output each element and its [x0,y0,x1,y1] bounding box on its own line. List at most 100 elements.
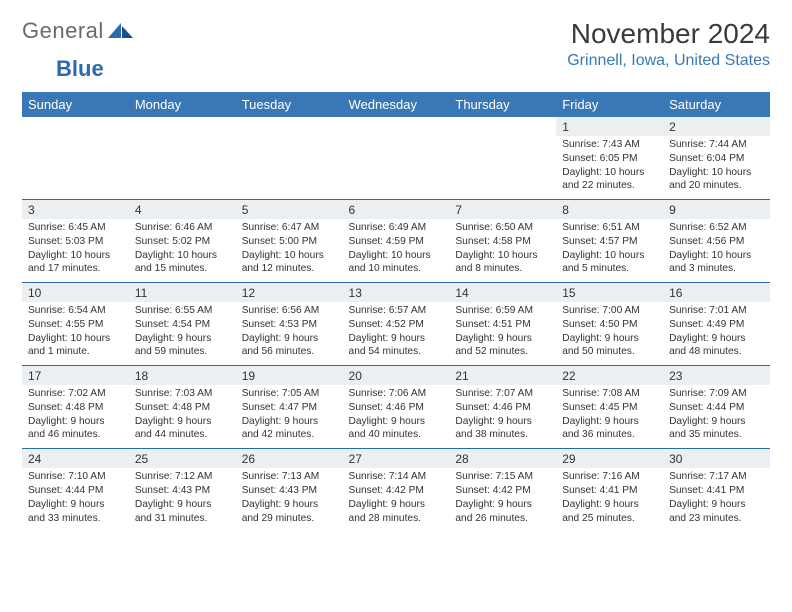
day1-text: Daylight: 10 hours [562,249,657,263]
day1-text: Daylight: 9 hours [242,415,337,429]
day2-text: and 22 minutes. [562,179,657,193]
day-content-cell: Sunrise: 7:08 AMSunset: 4:45 PMDaylight:… [556,385,663,449]
sunrise-text: Sunrise: 7:09 AM [669,387,764,401]
sunrise-text: Sunrise: 7:06 AM [349,387,444,401]
sunrise-text: Sunrise: 7:10 AM [28,470,123,484]
day2-text: and 1 minute. [28,345,123,359]
sunrise-text: Sunrise: 7:03 AM [135,387,230,401]
day-content-cell: Sunrise: 6:57 AMSunset: 4:52 PMDaylight:… [343,302,450,366]
sunrise-text: Sunrise: 6:47 AM [242,221,337,235]
sunrise-text: Sunrise: 6:57 AM [349,304,444,318]
day1-text: Daylight: 9 hours [28,415,123,429]
day1-text: Daylight: 9 hours [455,415,550,429]
day-number-cell: 30 [663,449,770,469]
day2-text: and 25 minutes. [562,512,657,526]
day-number-cell: 5 [236,200,343,220]
day-content-cell [236,136,343,200]
day-content-cell [343,136,450,200]
day2-text: and 40 minutes. [349,428,444,442]
day-content-cell: Sunrise: 7:03 AMSunset: 4:48 PMDaylight:… [129,385,236,449]
sunset-text: Sunset: 4:42 PM [349,484,444,498]
sunset-text: Sunset: 4:44 PM [28,484,123,498]
day-number-row: 10111213141516 [22,283,770,303]
calendar-body: 12 Sunrise: 7:43 AMSunset: 6:05 PMDayligh… [22,117,770,531]
day-content-cell: Sunrise: 7:16 AMSunset: 4:41 PMDaylight:… [556,468,663,531]
sunset-text: Sunset: 4:50 PM [562,318,657,332]
day1-text: Daylight: 9 hours [455,332,550,346]
day-number-cell: 21 [449,366,556,386]
day-number-cell: 4 [129,200,236,220]
sunrise-text: Sunrise: 7:07 AM [455,387,550,401]
day-number-cell: 26 [236,449,343,469]
day-content-cell: Sunrise: 6:54 AMSunset: 4:55 PMDaylight:… [22,302,129,366]
sunrise-text: Sunrise: 7:05 AM [242,387,337,401]
day2-text: and 36 minutes. [562,428,657,442]
day1-text: Daylight: 9 hours [669,415,764,429]
day-number-cell: 17 [22,366,129,386]
day1-text: Daylight: 9 hours [562,415,657,429]
day2-text: and 48 minutes. [669,345,764,359]
day2-text: and 23 minutes. [669,512,764,526]
day-number-cell: 12 [236,283,343,303]
day-content-cell: Sunrise: 7:06 AMSunset: 4:46 PMDaylight:… [343,385,450,449]
day-number-cell: 14 [449,283,556,303]
day-number-cell: 18 [129,366,236,386]
sunset-text: Sunset: 4:41 PM [562,484,657,498]
logo-text-blue: Blue [56,56,104,82]
sunset-text: Sunset: 4:42 PM [455,484,550,498]
day-number-cell: 23 [663,366,770,386]
day-number-cell: 7 [449,200,556,220]
day-content-cell: Sunrise: 7:09 AMSunset: 4:44 PMDaylight:… [663,385,770,449]
day-content-cell: Sunrise: 7:43 AMSunset: 6:05 PMDaylight:… [556,136,663,200]
day1-text: Daylight: 9 hours [135,332,230,346]
sunrise-text: Sunrise: 6:52 AM [669,221,764,235]
day2-text: and 46 minutes. [28,428,123,442]
weekday-header: Tuesday [236,92,343,117]
month-title: November 2024 [567,18,770,50]
weekday-header: Friday [556,92,663,117]
sunrise-text: Sunrise: 7:08 AM [562,387,657,401]
day-number-cell [22,117,129,136]
sunset-text: Sunset: 4:55 PM [28,318,123,332]
sunrise-text: Sunrise: 7:13 AM [242,470,337,484]
sunrise-text: Sunrise: 6:51 AM [562,221,657,235]
day-number-cell: 10 [22,283,129,303]
day2-text: and 10 minutes. [349,262,444,276]
day-number-row: 24252627282930 [22,449,770,469]
day-content-cell: Sunrise: 7:05 AMSunset: 4:47 PMDaylight:… [236,385,343,449]
day-number-cell: 16 [663,283,770,303]
day1-text: Daylight: 9 hours [669,498,764,512]
day-number-cell [236,117,343,136]
sunrise-text: Sunrise: 6:55 AM [135,304,230,318]
sunrise-text: Sunrise: 6:56 AM [242,304,337,318]
day-number-cell: 27 [343,449,450,469]
logo-sail-icon [108,21,134,39]
logo-text-general: General [22,18,104,44]
day-content-row: Sunrise: 7:10 AMSunset: 4:44 PM Daylight:… [22,468,770,531]
location-label: Grinnell, Iowa, United States [567,52,770,70]
day-content-cell: Sunrise: 7:07 AMSunset: 4:46 PMDaylight:… [449,385,556,449]
day1-text: Daylight: 9 hours [562,498,657,512]
sunset-text: Sunset: 4:56 PM [669,235,764,249]
weekday-header: Saturday [663,92,770,117]
day2-text: and 59 minutes. [135,345,230,359]
day-content-cell: Sunrise: 6:50 AMSunset: 4:58 PMDaylight:… [449,219,556,283]
day-content-cell: Sunrise: 7:13 AMSunset: 4:43 PMDaylight:… [236,468,343,531]
sunset-text: Sunset: 4:54 PM [135,318,230,332]
day-number-cell: 11 [129,283,236,303]
sunset-text: Sunset: 4:48 PM [135,401,230,415]
day-number-cell: 1 [556,117,663,136]
day2-text: and 5 minutes. [562,262,657,276]
day1-text: Daylight: 10 hours [562,166,657,180]
sunrise-text: Sunrise: 7:17 AM [669,470,764,484]
day-content-cell: Sunrise: 6:52 AMSunset: 4:56 PMDaylight:… [663,219,770,283]
day1-text: Daylight: 10 hours [135,249,230,263]
day1-text: Daylight: 10 hours [349,249,444,263]
day1-text: Daylight: 9 hours [135,415,230,429]
day-number-cell: 22 [556,366,663,386]
day-number-cell [129,117,236,136]
day-content-row: Sunrise: 6:45 AMSunset: 5:03 PMDaylight:… [22,219,770,283]
sunset-text: Sunset: 4:46 PM [349,401,444,415]
sunset-text: Sunset: 4:46 PM [455,401,550,415]
day-content-cell: Sunrise: 6:59 AMSunset: 4:51 PMDaylight:… [449,302,556,366]
